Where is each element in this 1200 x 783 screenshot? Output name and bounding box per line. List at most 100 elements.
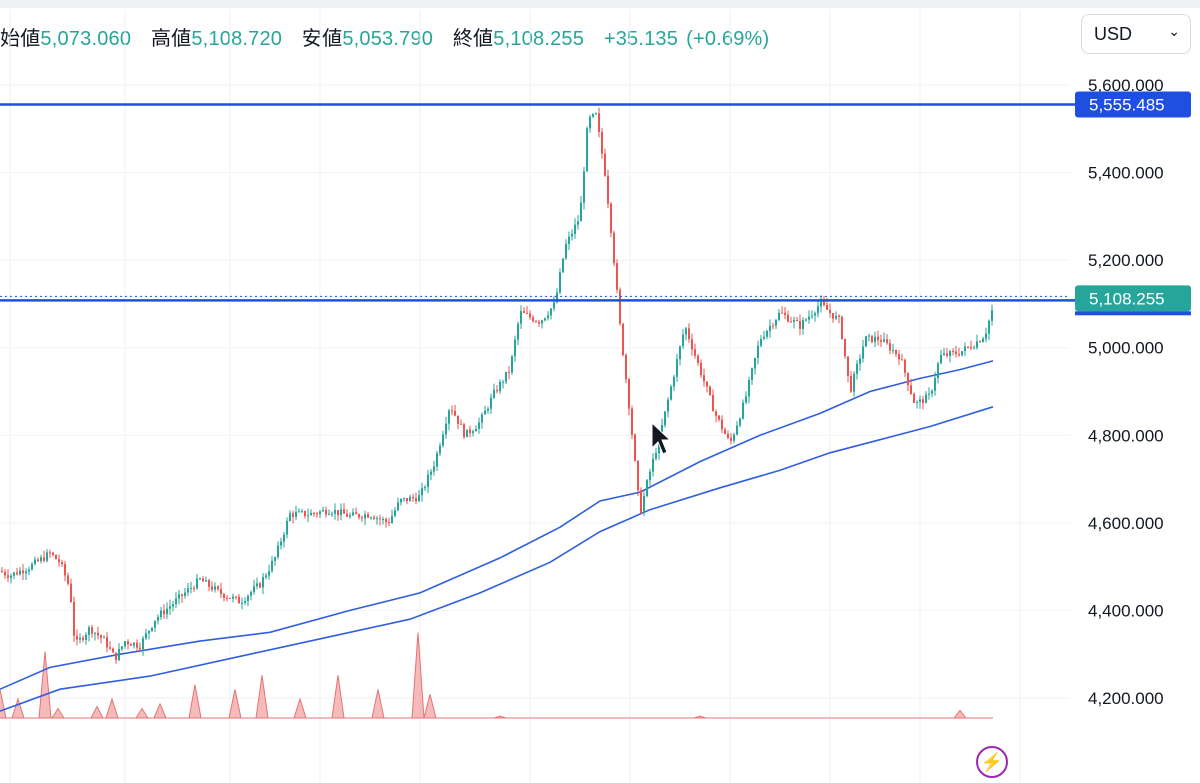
candle-body <box>616 263 618 290</box>
candle-body <box>226 597 228 599</box>
candle-body <box>979 341 981 343</box>
candle-body <box>265 575 267 578</box>
candle-body <box>157 617 159 621</box>
candle-body <box>556 292 558 303</box>
candle-body <box>517 323 519 340</box>
candle-body <box>298 511 300 513</box>
candle-body <box>844 338 846 357</box>
candle-body <box>250 592 252 596</box>
candle-body <box>289 513 291 521</box>
candle-body <box>724 429 726 434</box>
candle-body <box>703 375 705 382</box>
candle-body <box>538 321 540 324</box>
candle-body <box>235 596 237 598</box>
candle-body <box>943 353 945 355</box>
candle-body <box>382 519 384 521</box>
candle-body <box>337 510 339 515</box>
candle-body <box>754 358 756 369</box>
candle-body <box>19 570 21 575</box>
candle-body <box>1 571 3 573</box>
candle-body <box>907 372 909 386</box>
candle-body <box>940 354 942 364</box>
currency-select[interactable]: USD ⌄ <box>1081 14 1191 54</box>
candle-body <box>934 378 936 391</box>
candle-body <box>589 116 591 129</box>
y-tick-label: 4,200.000 <box>1088 689 1164 708</box>
candle-body <box>403 498 405 500</box>
candle-body <box>304 511 306 517</box>
candle-body <box>244 601 246 603</box>
lightning-icon[interactable]: ⚡ <box>976 746 1008 778</box>
candle-body <box>118 648 120 661</box>
candle-body <box>187 588 189 593</box>
candle-body <box>109 647 111 649</box>
candle-body <box>988 320 990 334</box>
candle-body <box>631 408 633 435</box>
candle-body <box>151 627 153 631</box>
candle-body <box>619 289 621 324</box>
candle-body <box>148 630 150 634</box>
candle-body <box>655 453 657 459</box>
candle-body <box>277 545 279 558</box>
candle-body <box>973 347 975 349</box>
candle-body <box>421 488 423 496</box>
y-tick-label: 5,400.000 <box>1088 164 1164 183</box>
candle-body <box>520 311 522 324</box>
y-tick-label: 5,600.000 <box>1088 76 1164 95</box>
candle-body <box>829 309 831 314</box>
candle-body <box>580 202 582 222</box>
candle-body <box>772 325 774 327</box>
candle-body <box>856 363 858 374</box>
candle-body <box>583 171 585 203</box>
candle-body <box>544 318 546 321</box>
candle-body <box>31 563 33 570</box>
candle-body <box>967 346 969 348</box>
candle-body <box>373 517 375 520</box>
candle-body <box>802 319 804 329</box>
candle-body <box>211 586 213 590</box>
last-price-label: 5,108.255 <box>1089 289 1165 308</box>
candle-body <box>241 602 243 604</box>
candle-body <box>106 637 108 648</box>
candle-body <box>607 175 609 204</box>
candle-body <box>508 371 510 373</box>
candle-body <box>622 323 624 356</box>
candle-body <box>784 312 786 315</box>
candle-body <box>682 334 684 347</box>
candle-body <box>130 644 132 646</box>
change-percent: (+0.69%) <box>686 28 770 50</box>
candle-body <box>757 345 759 359</box>
candle-body <box>541 320 543 324</box>
candle-body <box>718 415 720 420</box>
candle-body <box>796 320 798 322</box>
candle-body <box>475 428 477 432</box>
ma-slow-line <box>0 406 994 712</box>
candle-body <box>850 375 852 392</box>
candle-body <box>418 495 420 502</box>
candle-body <box>799 320 801 329</box>
candle-body <box>295 512 297 517</box>
candle-body <box>280 541 282 546</box>
cursor-icon <box>651 421 672 455</box>
candle-body <box>364 514 366 519</box>
candle-body <box>916 402 918 404</box>
candle-body <box>352 512 354 516</box>
candle-body <box>715 411 717 416</box>
high-label: 高値 <box>150 28 192 50</box>
candle-body <box>811 315 813 317</box>
candle-body <box>406 498 408 502</box>
candle-body <box>283 534 285 542</box>
candle-body <box>643 495 645 514</box>
candle-body <box>652 458 654 472</box>
candle-body <box>91 627 93 634</box>
high-value: 5,108.720 <box>191 28 283 50</box>
candle-body <box>271 560 273 572</box>
candle-body <box>73 601 75 636</box>
candle-body <box>568 236 570 244</box>
candle-body <box>733 434 735 441</box>
candle-body <box>634 434 636 461</box>
candle-body <box>103 637 105 639</box>
low-value: 5,053.790 <box>342 28 434 50</box>
y-tick-label: 5,000.000 <box>1088 339 1164 358</box>
